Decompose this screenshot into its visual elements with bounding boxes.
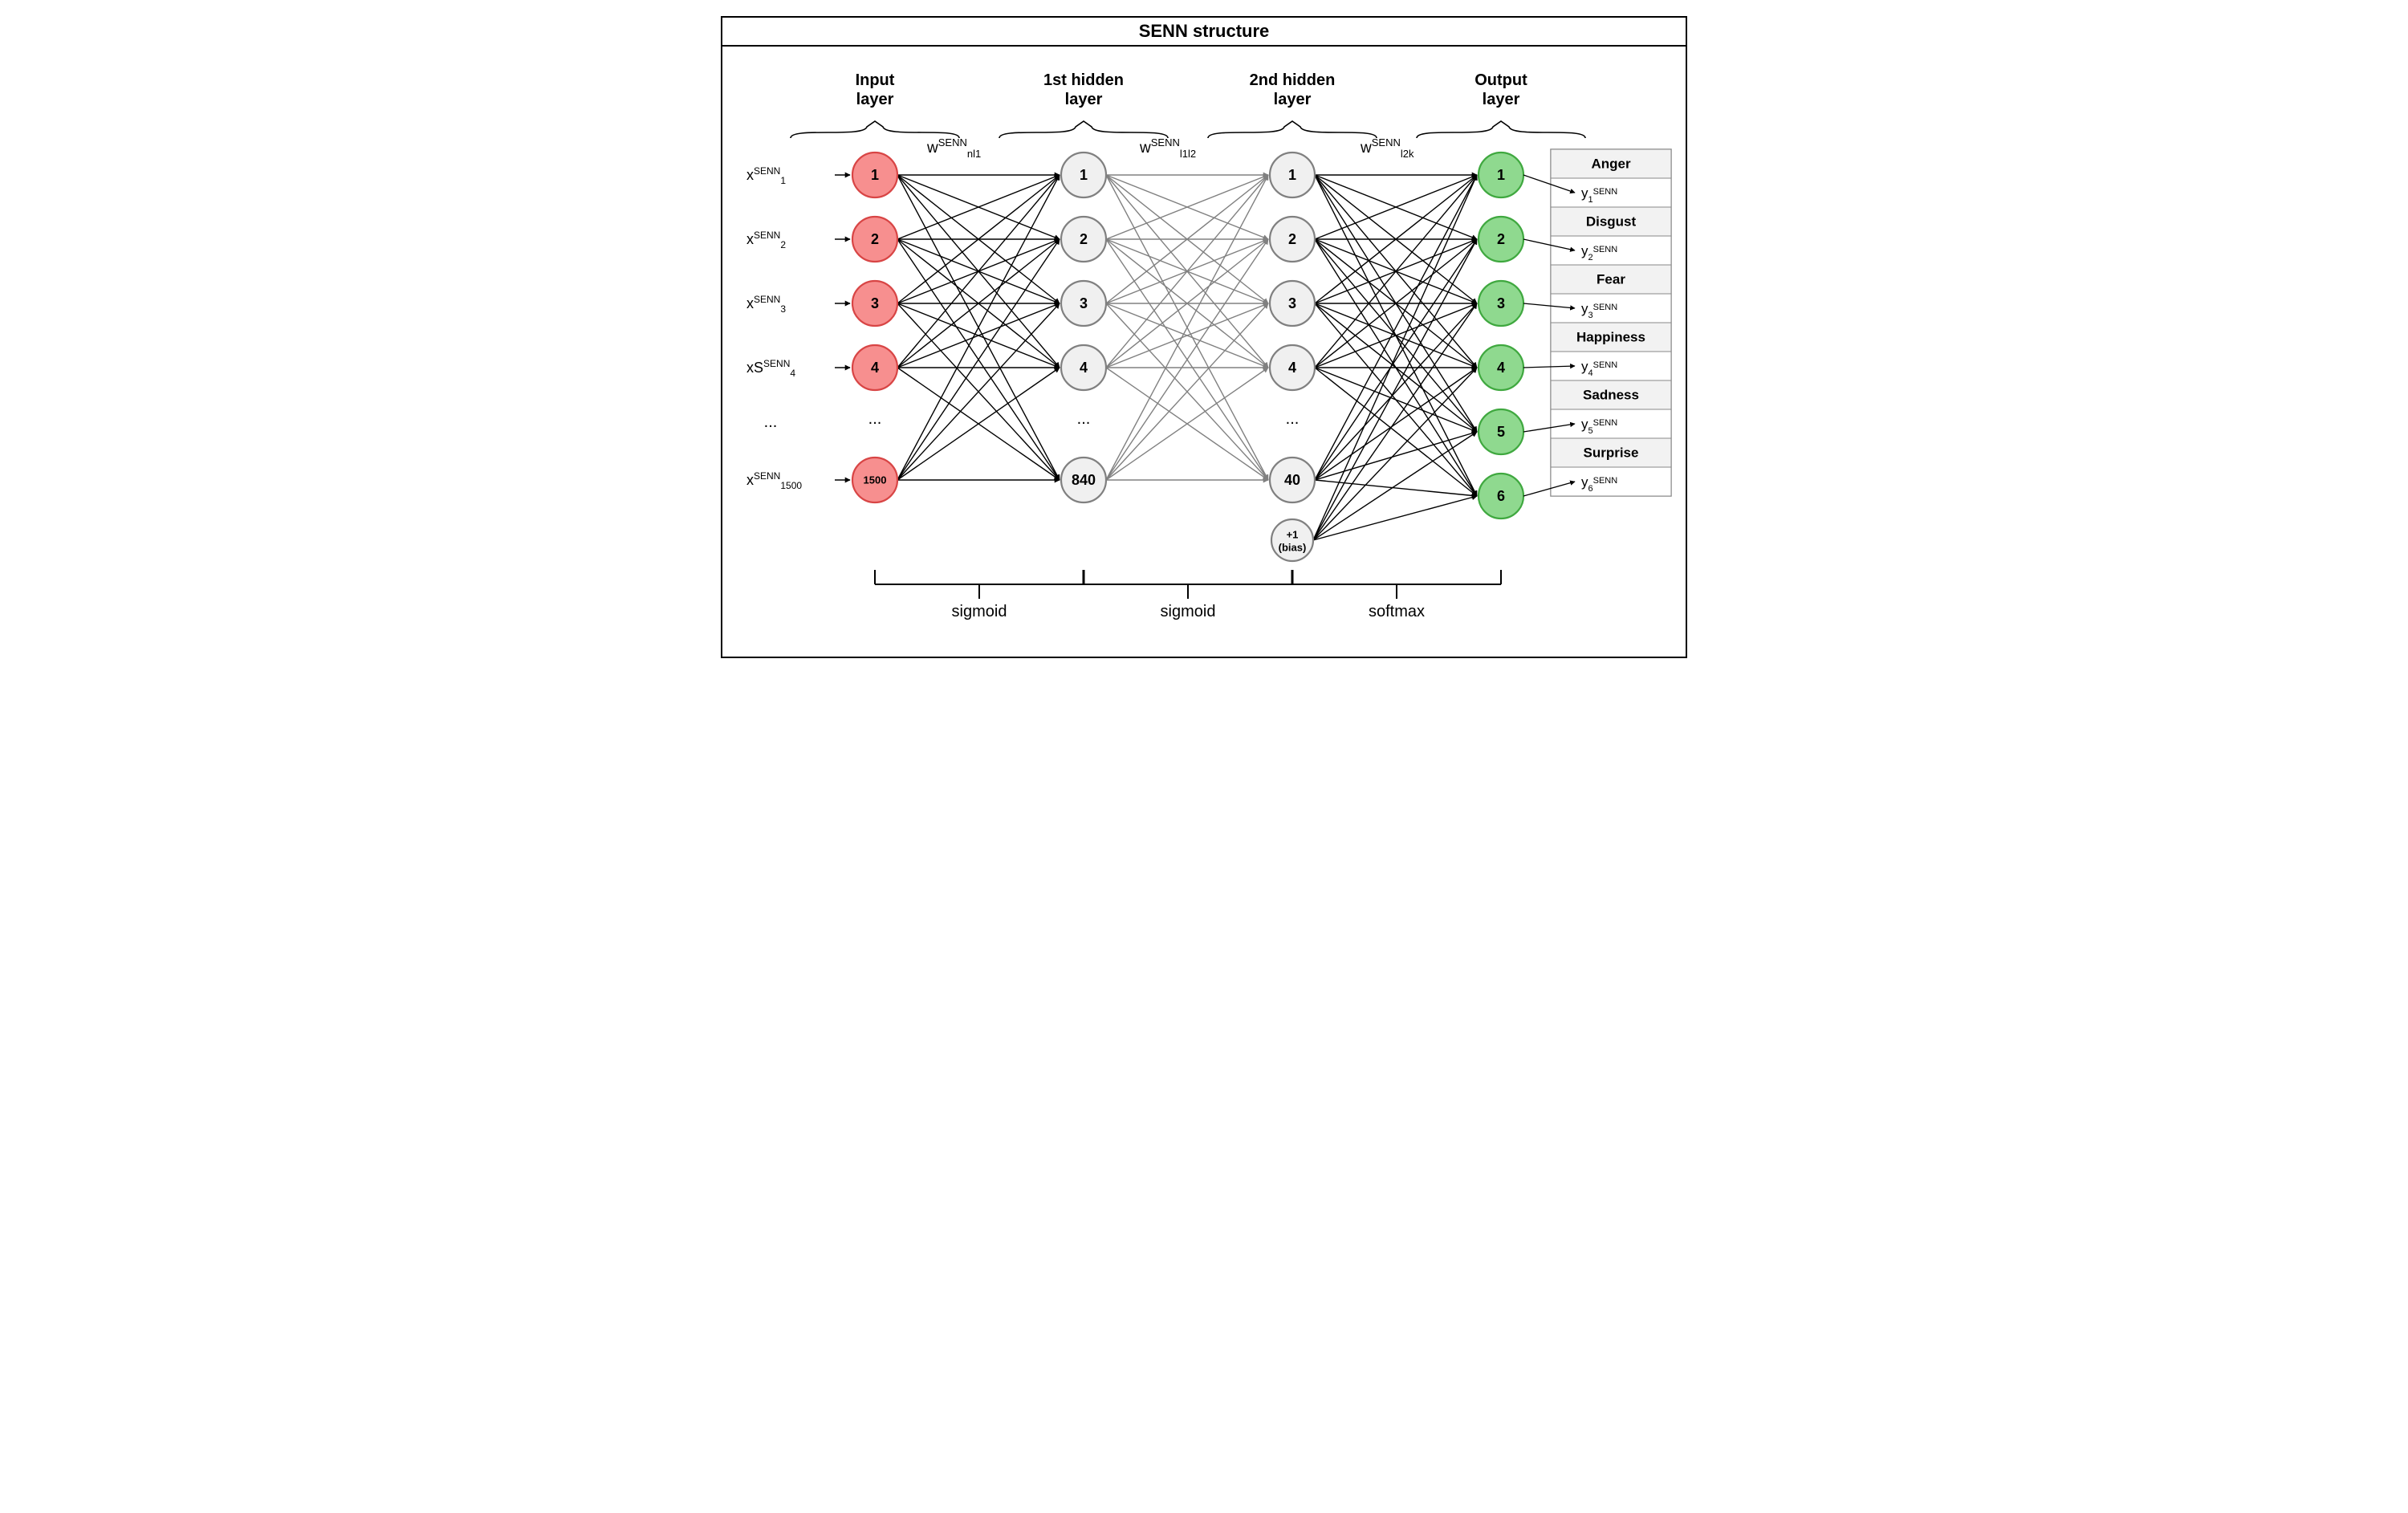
input-label: xSENN3	[746, 294, 786, 315]
node-label: 5	[1497, 424, 1505, 440]
weight-label: wSENNl1l2	[1139, 136, 1196, 160]
layer-title: Output	[1474, 71, 1527, 89]
emotion-label: Anger	[1591, 157, 1631, 172]
node-label: 2	[1497, 231, 1505, 247]
input-label: xSENN1500	[746, 470, 802, 491]
node-label: 1500	[864, 474, 887, 486]
node-label: 6	[1497, 488, 1505, 504]
node-label: 4	[1497, 360, 1505, 376]
input-label: xSENN1	[746, 165, 786, 186]
layer-subtitle: layer	[856, 91, 894, 108]
node-label: 2	[1080, 231, 1088, 247]
layer-subtitle: layer	[1274, 91, 1312, 108]
node-label: 2	[1288, 231, 1296, 247]
layer-subtitle: layer	[1483, 91, 1520, 108]
activation-label: softmax	[1369, 603, 1425, 620]
activation-label: sigmoid	[1161, 603, 1216, 620]
node-label: 1	[1497, 167, 1505, 183]
node-label: 3	[1288, 295, 1296, 311]
node-label: 3	[1080, 295, 1088, 311]
svg-text:+1: +1	[1287, 529, 1299, 541]
emotion-label: Happiness	[1576, 330, 1645, 345]
node-label: 4	[1288, 360, 1296, 376]
emotion-label: Sadness	[1583, 388, 1639, 403]
node-label: 1	[1080, 167, 1088, 183]
diagram-title: SENN structure	[722, 18, 1686, 47]
emotion-label: Surprise	[1584, 445, 1639, 461]
node-label: 840	[1072, 472, 1096, 488]
node-label: 1	[1288, 167, 1296, 183]
layer-title: 2nd hidden	[1250, 71, 1336, 89]
ellipsis: ...	[764, 413, 778, 431]
ellipsis: ...	[868, 410, 882, 428]
node-label: 2	[871, 231, 879, 247]
input-label: xSENN2	[746, 230, 786, 250]
emotion-label: Disgust	[1586, 214, 1637, 230]
activation-label: sigmoid	[952, 603, 1007, 620]
node-label: 40	[1284, 472, 1300, 488]
layer-title: 1st hidden	[1043, 71, 1124, 89]
layer-subtitle: layer	[1065, 91, 1103, 108]
svg-text:(bias): (bias)	[1279, 542, 1307, 554]
node-label: 4	[871, 360, 879, 376]
node-label: 1	[871, 167, 879, 183]
weight-label: wSENNl2k	[1360, 136, 1414, 160]
ellipsis: ...	[1077, 410, 1091, 428]
layer-title: Input	[856, 71, 895, 89]
node-label: 3	[1497, 295, 1505, 311]
diagram-canvas: Input layer 1st hidden layer 2nd hidden layer…	[722, 47, 1686, 657]
ellipsis: ...	[1286, 410, 1300, 428]
node-label: 4	[1080, 360, 1088, 376]
emotion-label: Fear	[1597, 272, 1625, 287]
input-label: xSSENN4	[746, 358, 795, 379]
weight-label: wSENNnl1	[926, 136, 981, 160]
node-label: 3	[871, 295, 879, 311]
